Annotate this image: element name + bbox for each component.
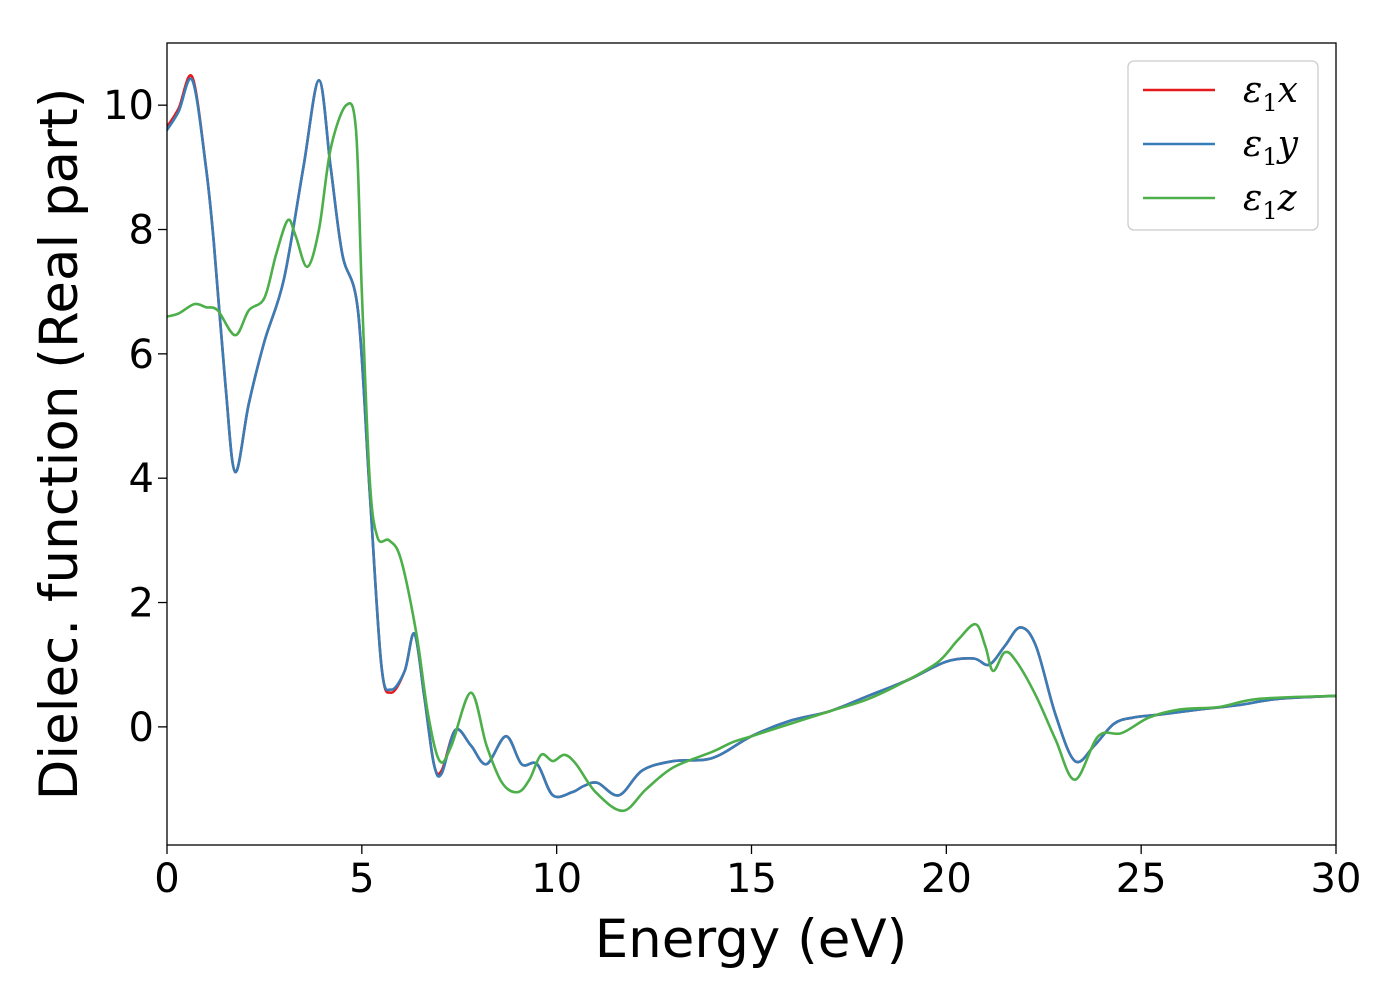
- y-tick-label: 8: [129, 208, 154, 254]
- x-tick-label: 25: [1116, 856, 1167, 902]
- legend: ε1x ε1y ε1z: [1127, 60, 1319, 231]
- x-tick-label: 30: [1311, 856, 1362, 902]
- y-axis-label: Dielec. function (Real part): [29, 88, 90, 801]
- x-tick-label: 20: [921, 856, 972, 902]
- series-line-z: [167, 102, 1336, 813]
- series-layer: [167, 74, 1336, 813]
- legend-label: ε1z: [1243, 178, 1298, 225]
- series-line-y: [167, 77, 1336, 799]
- y-tick-label: 6: [129, 332, 154, 378]
- x-tick-label: 10: [531, 856, 582, 902]
- x-tick-label: 0: [154, 856, 179, 902]
- y-tick-label: 2: [129, 581, 154, 627]
- x-tick-label: 15: [726, 856, 777, 902]
- legend-label: ε1y: [1243, 124, 1299, 171]
- y-tick-label: 4: [129, 456, 154, 502]
- x-axis-ticks: 0 5 10 15 20 25 30: [154, 845, 1361, 902]
- y-axis-ticks: 0 2 4 6 8 10: [103, 83, 167, 751]
- y-tick-label: 0: [129, 705, 154, 751]
- x-axis-label: Energy (eV): [595, 909, 908, 970]
- y-tick-label: 10: [103, 83, 154, 129]
- legend-box: [1127, 60, 1319, 231]
- x-tick-label: 5: [349, 856, 374, 902]
- legend-label: ε1x: [1243, 70, 1298, 117]
